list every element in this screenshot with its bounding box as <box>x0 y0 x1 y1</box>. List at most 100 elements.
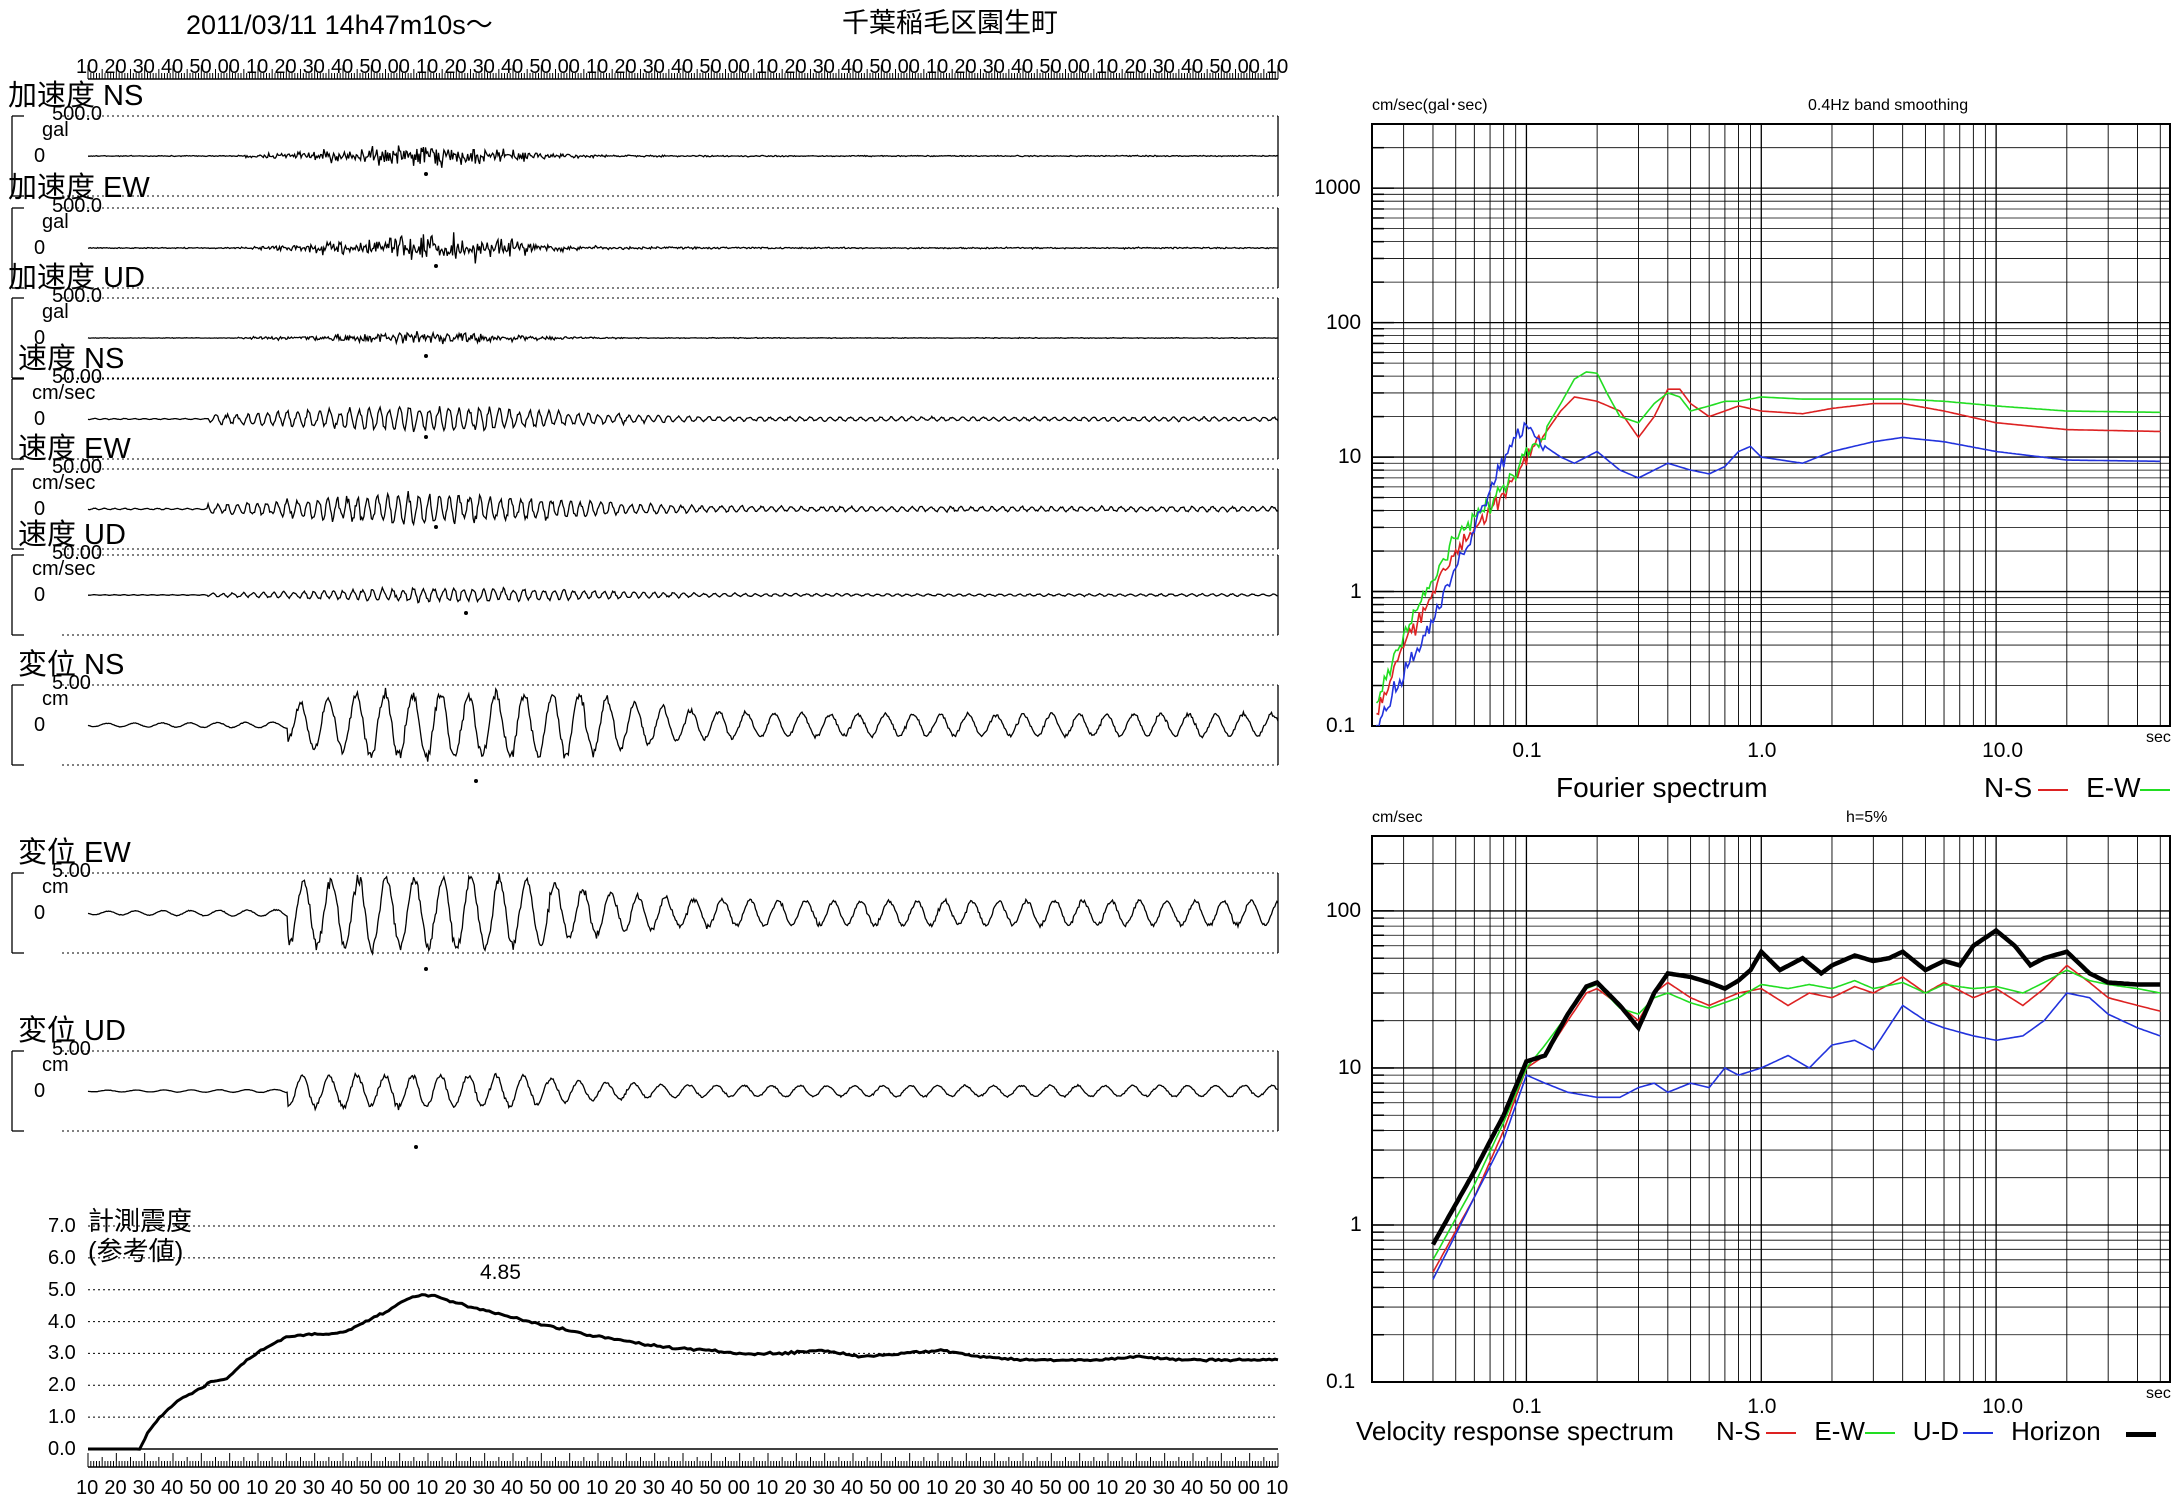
legend-swatch <box>2140 789 2171 792</box>
time-tick-label: 00 <box>1237 1477 1260 1499</box>
legend-swatch <box>2038 789 2069 792</box>
intensity-line <box>88 1293 1279 1451</box>
time-tick-label: 10 <box>926 1477 949 1499</box>
intensity-chart <box>88 1225 1279 1451</box>
trace-peak-marker <box>464 611 468 615</box>
trace-peak-marker <box>424 435 428 439</box>
y-tick-label: 100 <box>1326 898 1362 922</box>
trace-waveform <box>87 405 1279 433</box>
time-tick-label: 00 <box>387 56 410 78</box>
time-tick-label: 50 <box>869 56 892 78</box>
series-line-u-d <box>1432 992 2161 1280</box>
time-tick-label: 30 <box>302 56 325 78</box>
legend-entry: Horizon <box>2011 1416 2101 1446</box>
x-tick-label: 10.0 <box>1982 739 2023 762</box>
time-tick-label: 10 <box>586 1477 609 1499</box>
time-tick-label: 40 <box>501 56 524 78</box>
trace-waveform <box>87 330 1278 346</box>
time-tick-label: 20 <box>104 56 127 78</box>
time-tick-label: 50 <box>189 56 212 78</box>
trace-scale: 50.00 <box>52 456 103 478</box>
time-tick-label: 20 <box>274 1477 297 1499</box>
time-tick-label: 00 <box>1067 1477 1090 1499</box>
response-subtitle: h=5% <box>1846 809 1888 826</box>
y-tick-label: 0.1 <box>1326 1370 1356 1393</box>
trace-zero: 0 <box>34 902 46 924</box>
trace-peak-marker <box>434 264 438 268</box>
time-tick-label: 10 <box>76 56 99 78</box>
time-tick-label: 50 <box>869 1477 892 1499</box>
time-tick-label: 30 <box>982 1477 1005 1499</box>
trace-waveform <box>87 687 1279 762</box>
legend-swatch <box>1766 1432 1797 1435</box>
time-tick-label: 30 <box>132 56 155 78</box>
intensity-tick-label: 5.0 <box>48 1278 76 1301</box>
intensity-tick-label: 6.0 <box>48 1246 76 1269</box>
time-tick-label: 10 <box>246 56 269 78</box>
trace-zero: 0 <box>34 584 46 606</box>
trace-name: 変位 EW <box>18 837 131 869</box>
y-tick-label: 100 <box>1326 310 1362 334</box>
trace-unit: gal <box>42 301 69 323</box>
time-tick-label: 40 <box>841 1477 864 1499</box>
trace-zero: 0 <box>34 145 46 167</box>
trace-unit: cm <box>42 688 69 710</box>
trace-waveform <box>88 145 1279 168</box>
legend-swatch <box>1864 1432 1895 1435</box>
time-tick-label: 00 <box>897 1477 920 1499</box>
time-tick-label: 30 <box>1152 56 1175 78</box>
trace-unit: cm <box>42 876 69 898</box>
time-tick-label: 00 <box>387 1477 410 1499</box>
trace-waveform <box>87 491 1279 527</box>
plot-frame <box>1371 835 2171 1383</box>
fourier-ylabel: cm/sec(gal･sec) <box>1372 97 1488 114</box>
response-title: Velocity response spectrum <box>1356 1416 1674 1446</box>
trace-name: 変位 UD <box>18 1015 126 1047</box>
x-tick-label: 1.0 <box>1747 1395 1777 1418</box>
response-ylabel: cm/sec <box>1372 809 1423 826</box>
time-tick-label: 00 <box>1237 56 1260 78</box>
top-time-axis <box>87 65 1279 80</box>
trace-name: 変位 NS <box>18 649 125 681</box>
time-tick-label: 00 <box>1067 56 1090 78</box>
time-tick-label: 40 <box>1011 56 1034 78</box>
time-tick-label: 20 <box>784 1477 807 1499</box>
time-tick-label: 40 <box>1181 1477 1204 1499</box>
trace-scale: 500.0 <box>52 103 103 125</box>
trace-unit: cm/sec <box>32 558 96 580</box>
x-tick-label: 0.1 <box>1512 1395 1542 1418</box>
intensity-peak-label: 4.85 <box>480 1261 521 1284</box>
time-tick-label: 10 <box>756 1477 779 1499</box>
time-tick-label: 40 <box>671 1477 694 1499</box>
legend-entry: N-S <box>1984 772 2033 803</box>
legend-entry: N-S <box>1716 1416 1761 1446</box>
time-tick-label: 20 <box>444 1477 467 1499</box>
trace-zero: 0 <box>34 498 46 520</box>
trace-scale: 500.0 <box>52 195 103 217</box>
time-tick-label: 20 <box>614 56 637 78</box>
intensity-tick-label: 1.0 <box>48 1406 76 1429</box>
intensity-tick-label: 3.0 <box>48 1342 76 1365</box>
time-tick-label: 30 <box>642 1477 665 1499</box>
time-tick-label: 10 <box>1096 1477 1119 1499</box>
time-tick-label: 00 <box>557 1477 580 1499</box>
time-tick-label: 40 <box>331 56 354 78</box>
time-tick-label: 00 <box>727 1477 750 1499</box>
intensity-tick-label: 0.0 <box>48 1438 76 1460</box>
trace-unit: gal <box>42 119 69 141</box>
trace-unit: cm/sec <box>32 382 96 404</box>
y-tick-label: 10 <box>1338 445 1362 469</box>
legend-swatch <box>1963 1432 1994 1435</box>
time-tick-label: 50 <box>189 1477 212 1499</box>
x-tick-label: 1.0 <box>1747 739 1777 762</box>
trace-scale: 500.0 <box>52 285 103 307</box>
trace-scale: 50.00 <box>52 542 103 564</box>
time-tick-label: 20 <box>1124 56 1147 78</box>
trace-peak-marker <box>434 525 438 529</box>
time-tick-label: 50 <box>699 1477 722 1499</box>
time-tick-label: 40 <box>671 56 694 78</box>
station-name: 千葉稲毛区園生町 <box>842 8 1058 38</box>
waveform-traces <box>11 115 1279 1149</box>
trace-scale: 5.00 <box>52 672 91 694</box>
series-line-e-w <box>1375 371 2161 704</box>
